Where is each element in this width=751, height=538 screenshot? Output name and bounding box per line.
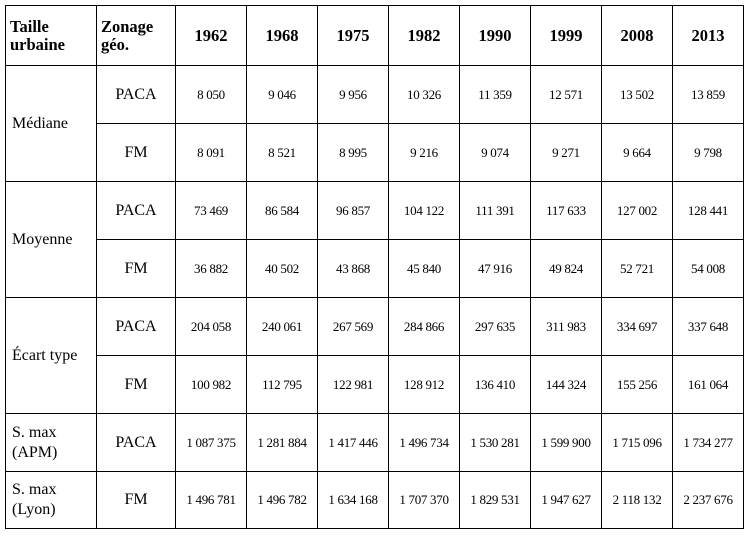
value-cell: 1 530 281 — [459, 413, 531, 472]
row-group-label: Écart type — [5, 297, 97, 414]
zone-cell: FM — [96, 355, 176, 414]
zone-cell: PACA — [96, 413, 176, 472]
value-cell: 337 648 — [672, 297, 744, 356]
value-cell: 128 441 — [672, 181, 744, 240]
value-cell: 111 391 — [459, 181, 531, 240]
value-cell: 1 634 168 — [317, 471, 389, 529]
table-row: Écart type PACA 204 058 240 061 267 569 284 8… — [5, 297, 744, 414]
value-cell: 8 091 — [175, 123, 247, 182]
value-cell: 40 502 — [246, 239, 318, 298]
value-cell: 9 798 — [672, 123, 744, 182]
header-year: 1990 — [459, 5, 531, 66]
value-cell: 49 824 — [530, 239, 602, 298]
value-cell: 334 697 — [601, 297, 673, 356]
table-row: FM 100 982 112 795 122 981 128 912 136 410 144… — [6, 355, 744, 414]
value-cell: 54 008 — [672, 239, 744, 298]
value-cell: 297 635 — [459, 297, 531, 356]
header-year: 2008 — [601, 5, 673, 66]
header-year: 2013 — [672, 5, 744, 66]
table-row: Médiane PACA 8 050 9 046 9 956 10 326 11 359 12… — [5, 65, 744, 182]
statistics-table: Taille urbaine Zonage géo. 1962 1968 197… — [5, 5, 744, 529]
zone-cell: PACA — [96, 181, 176, 240]
header-year: 1962 — [175, 5, 247, 66]
value-cell: 204 058 — [175, 297, 247, 356]
zone-cell: FM — [96, 123, 176, 182]
value-cell: 10 326 — [388, 65, 460, 124]
value-cell: 11 359 — [459, 65, 531, 124]
value-cell: 1 734 277 — [672, 413, 744, 472]
value-cell: 1 599 900 — [530, 413, 602, 472]
zone-cell: FM — [96, 239, 176, 298]
value-cell: 1 087 375 — [175, 413, 247, 472]
value-cell: 96 857 — [317, 181, 389, 240]
header-year: 1975 — [317, 5, 389, 66]
row-group-label: Moyenne — [5, 181, 97, 298]
header-year: 1999 — [530, 5, 602, 66]
zone-cell: PACA — [96, 65, 176, 124]
value-cell: 127 002 — [601, 181, 673, 240]
value-cell: 86 584 — [246, 181, 318, 240]
table-body: Médiane PACA 8 050 9 046 9 956 10 326 11 359 12… — [5, 65, 744, 529]
row-group-label: Médiane — [5, 65, 97, 182]
value-cell: 8 521 — [246, 123, 318, 182]
table-row: S. max (Lyon) FM 1 496 781 1 496 782 1 634 1… — [5, 471, 744, 529]
value-cell: 45 840 — [388, 239, 460, 298]
value-cell: 284 866 — [388, 297, 460, 356]
value-cell: 240 061 — [246, 297, 318, 356]
value-cell: 9 046 — [246, 65, 318, 124]
header-year: 1968 — [246, 5, 318, 66]
table-header: Taille urbaine Zonage géo. 1962 1968 197… — [5, 5, 744, 66]
value-cell: 128 912 — [388, 355, 460, 414]
value-cell: 73 469 — [175, 181, 247, 240]
table-row: Moyenne PACA 73 469 86 584 96 857 104 122 111 … — [5, 181, 744, 298]
value-cell: 9 271 — [530, 123, 602, 182]
row-group-label: S. max (Lyon) — [5, 471, 97, 529]
zone-cell: PACA — [96, 297, 176, 356]
value-cell: 9 664 — [601, 123, 673, 182]
value-cell: 104 122 — [388, 181, 460, 240]
value-cell: 9 074 — [459, 123, 531, 182]
value-cell: 8 995 — [317, 123, 389, 182]
value-cell: 136 410 — [459, 355, 531, 414]
value-cell: 1 417 446 — [317, 413, 389, 472]
value-cell: 1 281 884 — [246, 413, 318, 472]
value-cell: 311 983 — [530, 297, 602, 356]
value-cell: 9 956 — [317, 65, 389, 124]
value-cell: 13 859 — [672, 65, 744, 124]
value-cell: 1 496 782 — [246, 471, 318, 529]
value-cell: 1 715 096 — [601, 413, 673, 472]
header-row: Taille urbaine Zonage géo. 1962 1968 197… — [5, 5, 744, 66]
value-cell: 52 721 — [601, 239, 673, 298]
table-row: FM 36 882 40 502 43 868 45 840 47 916 49 824 52… — [6, 239, 744, 298]
value-cell: 2 118 132 — [601, 471, 673, 529]
value-cell: 117 633 — [530, 181, 602, 240]
value-cell: 122 981 — [317, 355, 389, 414]
value-cell: 1 496 734 — [388, 413, 460, 472]
value-cell: 155 256 — [601, 355, 673, 414]
value-cell: 161 064 — [672, 355, 744, 414]
value-cell: 100 982 — [175, 355, 247, 414]
value-cell: 1 707 370 — [388, 471, 460, 529]
table-row: FM 8 091 8 521 8 995 9 216 9 074 9 271 9 664 9 7… — [6, 123, 744, 182]
value-cell: 267 569 — [317, 297, 389, 356]
value-cell: 13 502 — [601, 65, 673, 124]
value-cell: 36 882 — [175, 239, 247, 298]
header-year: 1982 — [388, 5, 460, 66]
value-cell: 144 324 — [530, 355, 602, 414]
value-cell: 8 050 — [175, 65, 247, 124]
value-cell: 1 829 531 — [459, 471, 531, 529]
value-cell: 112 795 — [246, 355, 318, 414]
value-cell: 47 916 — [459, 239, 531, 298]
header-zonage: Zonage géo. — [96, 5, 176, 66]
value-cell: 1 496 781 — [175, 471, 247, 529]
table-row: S. max (APM) PACA 1 087 375 1 281 884 1 417 … — [5, 413, 744, 472]
value-cell: 9 216 — [388, 123, 460, 182]
zone-cell: FM — [96, 471, 176, 529]
value-cell: 43 868 — [317, 239, 389, 298]
header-taille-urbaine: Taille urbaine — [5, 5, 97, 66]
value-cell: 1 947 627 — [530, 471, 602, 529]
row-group-label: S. max (APM) — [5, 413, 97, 472]
value-cell: 12 571 — [530, 65, 602, 124]
value-cell: 2 237 676 — [672, 471, 744, 529]
